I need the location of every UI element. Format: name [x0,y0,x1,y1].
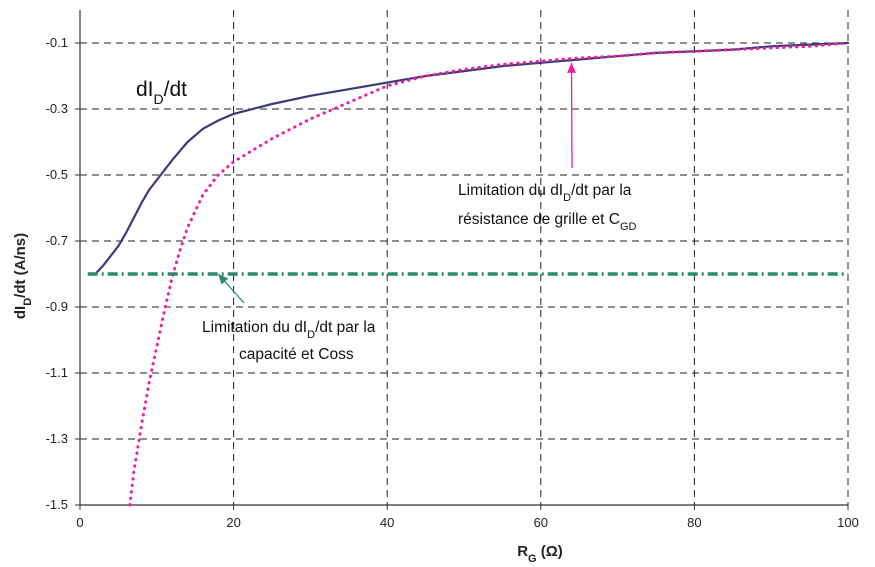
series-line-0 [94,41,850,276]
x-axis-title: RG (Ω) [517,543,563,565]
annotation-coss-line2: capacité et Coss [239,346,354,363]
y-axis-title: dID/dt (A/ns) [12,233,34,319]
x-tick-label-1: 20 [226,515,240,530]
annotation-gate-line2: résistance de grille et CGD [458,211,637,233]
x-tick-label-0: 0 [76,515,83,530]
x-tick-label-3: 60 [534,515,548,530]
annotation-coss-line1: Limitation du dID/dt par la [202,319,376,341]
series-line-1 [128,41,850,507]
y-tick-label-1: -0.3 [46,101,68,116]
y-tick-label-0: -0.1 [46,35,68,50]
y-tick-label-4: -0.9 [46,299,68,314]
y-tick-label-3: -0.7 [46,233,68,248]
annotation-gate-line1: Limitation du dID/dt par la [458,182,632,204]
y-tick-label-2: -0.5 [46,167,68,182]
annotations [217,62,577,304]
y-tick-label-7: -1.5 [46,497,68,512]
x-tick-label-5: 100 [837,515,859,530]
x-tick-label-4: 80 [687,515,701,530]
annotation-arrowhead-coss [218,274,229,285]
series-group [87,41,850,507]
chart-title: dID/dt [136,78,187,107]
x-tick-label-2: 40 [380,515,394,530]
y-tick-label-5: -1.1 [46,365,68,380]
y-tick-label-6: -1.3 [46,431,68,446]
annotation-arrowhead-gate [567,62,577,73]
axes: 0 20 40 60 80 100 -0.1 -0.3 -0.5 -0.7 -0.9 -1.1 -1.3… [46,10,859,530]
grid [80,10,849,505]
